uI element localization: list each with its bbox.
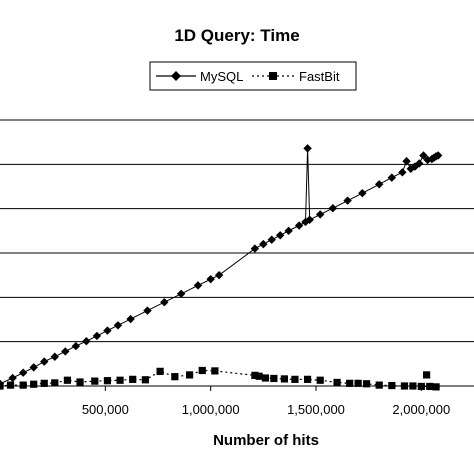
mysql-point <box>303 144 312 153</box>
mysql-point <box>305 215 314 224</box>
fastbit-point <box>362 380 371 388</box>
fastbit-point <box>171 373 179 381</box>
mysql-point <box>250 244 260 253</box>
fastbit-point <box>280 375 288 383</box>
fastbit-point <box>51 379 59 387</box>
mysql-point <box>398 168 407 177</box>
fastbit-point <box>116 376 124 384</box>
mysql-point <box>143 306 152 315</box>
mysql-point <box>328 204 338 213</box>
x-tick-label: 2,000,000 <box>392 402 450 417</box>
mysql-point <box>214 270 224 280</box>
x-tick-label: 500,000 <box>82 402 129 417</box>
mysql-point <box>419 151 428 160</box>
mysql-point <box>275 231 285 240</box>
mysql-point <box>206 274 215 284</box>
x-tick-label: 1,500,000 <box>287 402 345 417</box>
fastbit-point <box>423 371 431 379</box>
mysql-point <box>176 289 186 298</box>
mysql-point <box>113 321 123 330</box>
fastbit-point <box>346 379 354 387</box>
mysql-point <box>40 357 49 366</box>
x-ticks: 500,000 1,000,000 1,500,000 2,000,000 <box>82 386 450 417</box>
mysql-point <box>406 164 415 173</box>
legend-mysql-label: MySQL <box>200 69 243 84</box>
mysql-point <box>402 157 411 166</box>
fastbit-point <box>388 381 396 390</box>
mysql-point <box>50 352 59 361</box>
gridlines <box>0 119 474 343</box>
series <box>0 144 443 391</box>
x-tick-label: 1,000,000 <box>182 402 240 417</box>
fastbit-point <box>198 366 206 375</box>
mysql-point <box>193 281 203 290</box>
legend-mysql-marker <box>171 71 181 81</box>
x-axis-label: Number of hits <box>213 432 319 449</box>
fastbit-point <box>251 371 259 379</box>
fastbit-point <box>30 380 38 388</box>
mysql-point <box>18 368 28 377</box>
fastbit-point <box>261 374 270 382</box>
mysql-point <box>343 196 352 205</box>
fastbit-point <box>400 382 409 390</box>
mysql-point <box>294 221 304 230</box>
fastbit-point <box>103 377 112 385</box>
fastbit-point <box>0 382 4 390</box>
legend-fastbit-marker <box>269 72 277 80</box>
fastbit-point <box>316 376 324 384</box>
mysql-point <box>284 226 293 236</box>
fastbit-point <box>211 367 219 375</box>
fastbit-point <box>19 381 27 389</box>
mysql-point <box>415 159 424 168</box>
mysql-point <box>103 326 112 335</box>
fastbit-point <box>40 379 48 387</box>
chart-title: 1D Query: Time <box>174 26 299 45</box>
fastbit-point <box>6 381 15 389</box>
mysql-point <box>61 347 70 356</box>
fastbit-point <box>417 382 425 391</box>
fastbit-point <box>409 382 417 390</box>
fastbit-point <box>129 375 137 383</box>
fastbit-point <box>375 381 383 389</box>
mysql-point <box>8 373 17 383</box>
fastbit-point <box>303 375 312 383</box>
fastbit-point <box>333 378 341 387</box>
mysql-point <box>71 341 81 351</box>
fastbit-point <box>91 377 99 385</box>
fastbit-point <box>63 376 72 384</box>
legend: MySQL FastBit <box>149 61 357 91</box>
fastbit-point <box>76 378 84 386</box>
mysql-point <box>316 210 325 219</box>
mysql-point <box>358 188 367 198</box>
mysql-point <box>375 180 384 189</box>
fastbit-point <box>426 382 434 391</box>
fastbit-point <box>186 371 194 379</box>
fastbit-point <box>270 374 278 383</box>
mysql-point <box>82 337 91 346</box>
mysql-point <box>433 151 443 160</box>
mysql-point <box>160 298 169 307</box>
mysql-point <box>92 331 102 341</box>
mysql-point <box>126 314 135 324</box>
fastbit-point <box>156 367 164 375</box>
fastbit-point <box>432 383 440 391</box>
mysql-point <box>387 173 397 182</box>
mysql-point <box>29 363 38 372</box>
fastbit-point <box>255 372 263 380</box>
fastbit-point <box>141 376 149 384</box>
fastbit-point <box>354 379 362 387</box>
fastbit-point <box>291 375 299 383</box>
mysql-point <box>267 235 276 244</box>
legend-fastbit-label: FastBit <box>299 69 340 84</box>
mysql-point <box>259 239 268 249</box>
